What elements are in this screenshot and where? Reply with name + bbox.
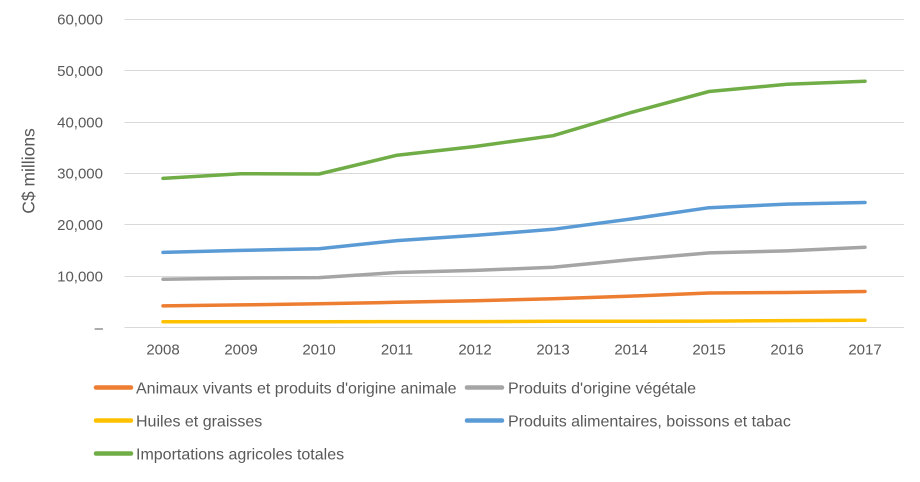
svg-text:Animaux vivants et produits d': Animaux vivants et produits d'origine an… (136, 380, 457, 397)
svg-text:Importations agricoles totales: Importations agricoles totales (136, 446, 344, 463)
svg-text:2009: 2009 (224, 342, 257, 359)
svg-text:50,000: 50,000 (57, 63, 103, 80)
svg-text:2008: 2008 (146, 342, 179, 359)
svg-text:2014: 2014 (614, 342, 647, 359)
svg-text:2015: 2015 (692, 342, 725, 359)
svg-text:40,000: 40,000 (57, 114, 103, 131)
svg-text:2011: 2011 (381, 342, 413, 359)
svg-text:2017: 2017 (848, 342, 881, 359)
svg-text:2010: 2010 (302, 342, 335, 359)
svg-text:Huiles et graisses: Huiles et graisses (136, 413, 262, 430)
svg-text:30,000: 30,000 (57, 166, 103, 183)
svg-text:C$ millions: C$ millions (19, 128, 39, 214)
svg-text:Produits d'origine végétale: Produits d'origine végétale (508, 380, 696, 397)
svg-text:Produits alimentaires, boisson: Produits alimentaires, boissons et tabac (508, 413, 791, 430)
svg-text:2012: 2012 (458, 342, 491, 359)
svg-text:2013: 2013 (536, 342, 569, 359)
svg-text:20,000: 20,000 (57, 217, 103, 234)
svg-text:2016: 2016 (770, 342, 803, 359)
svg-text:10,000: 10,000 (57, 269, 103, 286)
svg-text:60,000: 60,000 (57, 12, 103, 29)
svg-text:–: – (95, 320, 104, 337)
